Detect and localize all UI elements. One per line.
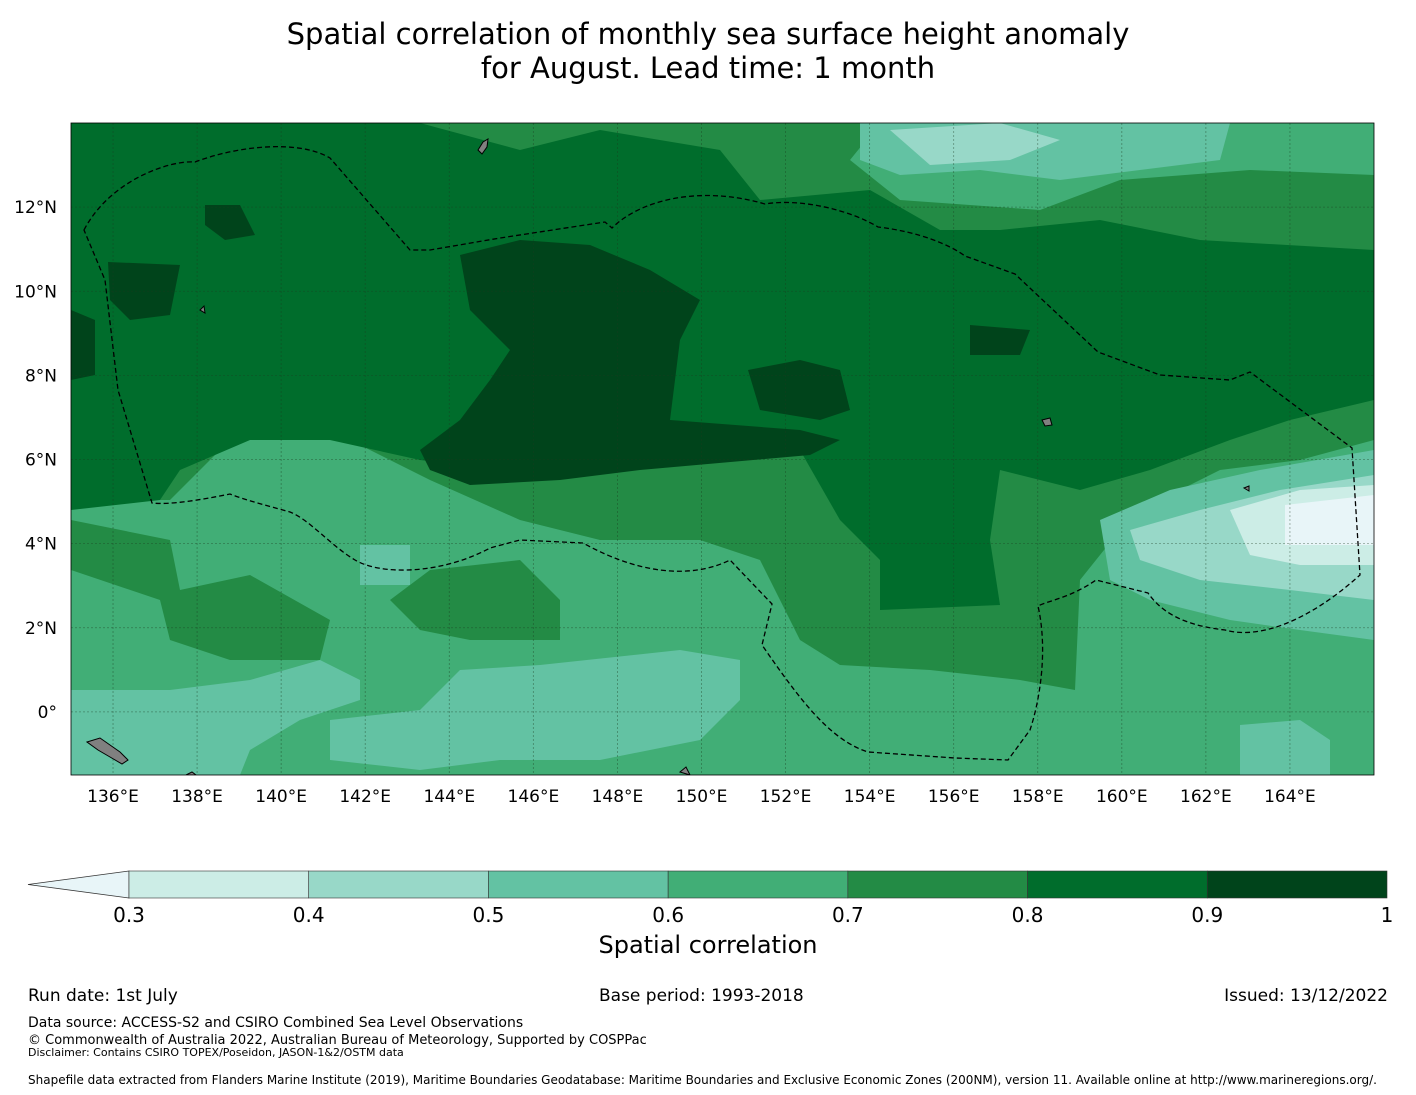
longitude-tick-label: 160°E — [1096, 787, 1148, 807]
longitude-tick-label: 156°E — [928, 787, 980, 807]
island-islet-west — [199, 304, 206, 314]
colorbar-swatch — [1027, 870, 1208, 899]
colorbar-tick-label: 0.3 — [113, 903, 145, 927]
colorbar-tick-labels: 0.3 0.4 0.5 0.6 0.7 0.8 0.9 1 — [113, 903, 1393, 927]
longitude-tick-label: 152°E — [760, 787, 812, 807]
colorbar-tick-label: 0.4 — [293, 903, 325, 927]
longitude-tick-label: 158°E — [1012, 787, 1064, 807]
chart-title-line-2: for August. Lead time: 1 month — [480, 51, 936, 85]
disclaimer: Disclaimer: Contains CSIRO TOPEX/Poseido… — [28, 1046, 404, 1059]
colorbar-tick-label: 1 — [1381, 903, 1394, 927]
longitude-tick-label: 142°E — [339, 787, 391, 807]
longitude-tick-labels: 136°E 138°E 140°E 142°E 144°E 146°E 148°E 150°E… — [87, 787, 1316, 807]
field-region-09-1-edge — [71, 310, 95, 380]
colorbar-tick-label: 0.8 — [1012, 903, 1044, 927]
colorbar-swatch — [847, 870, 1028, 899]
field-region-05-06-southeast — [1240, 720, 1330, 775]
field-region-09-1-east — [748, 360, 850, 420]
latitude-tick-label: 12°N — [14, 198, 57, 218]
latitude-tick-label: 10°N — [14, 282, 57, 302]
shapefile-credit: Shapefile data extracted from Flanders M… — [28, 1073, 1377, 1087]
run-date: Run date: 1st July — [28, 986, 178, 1006]
map-frame — [70, 122, 1375, 776]
field-region-below-03 — [1285, 495, 1374, 545]
latitude-tick-label: 6°N — [25, 451, 57, 471]
longitude-tick-label: 162°E — [1180, 787, 1232, 807]
copyright: © Commonwealth of Australia 2022, Austra… — [28, 1033, 647, 1048]
eez-boundary — [83, 146, 1361, 761]
longitude-tick-label: 148°E — [592, 787, 644, 807]
island-chuuk — [1041, 417, 1053, 427]
field-region-09-1-blob — [205, 205, 255, 240]
field-region-07-08-west — [71, 520, 330, 660]
island-islet-south — [185, 771, 197, 775]
longitude-tick-label: 150°E — [676, 787, 728, 807]
longitude-tick-label: 144°E — [423, 787, 475, 807]
chart-title-line-1: Spatial correlation of monthly sea surfa… — [286, 17, 1130, 51]
field-region-09-1-west — [108, 262, 180, 320]
field-region-05-06-south — [330, 650, 740, 770]
correlation-map: 136°E 138°E 140°E 142°E 144°E 146°E 148°E 150°E… — [14, 122, 1375, 807]
island-manus — [678, 766, 691, 775]
issued-date: Issued: 13/12/2022 — [1224, 986, 1388, 1006]
colorbar-tick-label: 0.6 — [652, 903, 684, 927]
colorbar-tick-label: 0.5 — [473, 903, 505, 927]
colorbar-label: Spatial correlation — [598, 931, 817, 959]
latitude-tick-label: 8°N — [25, 366, 57, 386]
colorbar-swatch — [667, 870, 849, 899]
field-region-04-05-north — [890, 123, 1060, 165]
latitude-tick-labels: 12°N 10°N 8°N 6°N 4°N 2°N 0° — [14, 198, 57, 723]
colorbar-swatch — [128, 870, 310, 899]
longitude-tick-label: 154°E — [844, 787, 896, 807]
colorbar-extend-arrow — [27, 870, 130, 899]
base-period: Base period: 1993-2018 — [599, 986, 804, 1006]
map-gridlines — [71, 123, 1374, 775]
island-pohnpei — [1242, 485, 1250, 492]
field-region-07-08-mid — [390, 560, 560, 640]
field-region-05-06-small — [360, 545, 410, 585]
colorbar-swatch — [1206, 870, 1388, 899]
colorbar-tick-label: 0.9 — [1191, 903, 1223, 927]
field-region-09-1-east2 — [970, 325, 1030, 355]
map-field — [71, 123, 1374, 775]
data-source: Data source: ACCESS-S2 and CSIRO Combine… — [28, 1015, 524, 1031]
field-region-09-1-center — [420, 240, 840, 485]
latitude-tick-label: 0° — [38, 703, 57, 723]
longitude-tick-label: 138°E — [171, 787, 223, 807]
longitude-tick-label: 136°E — [87, 787, 139, 807]
field-region-05-06-southwest — [71, 660, 360, 775]
longitude-tick-label: 164°E — [1264, 787, 1316, 807]
latitude-tick-label: 2°N — [25, 619, 57, 639]
colorbar-tick-label: 0.7 — [832, 903, 864, 927]
longitude-tick-label: 146°E — [508, 787, 560, 807]
colorbar-swatches — [27, 870, 1388, 899]
field-region-08-09 — [71, 123, 1374, 610]
island-new-guinea-north — [85, 737, 129, 765]
colorbar-swatch — [308, 870, 489, 899]
longitude-tick-label: 140°E — [255, 787, 307, 807]
latitude-tick-label: 4°N — [25, 535, 57, 555]
colorbar-swatch — [488, 870, 669, 899]
land — [85, 138, 1250, 775]
island-guam — [477, 138, 489, 155]
